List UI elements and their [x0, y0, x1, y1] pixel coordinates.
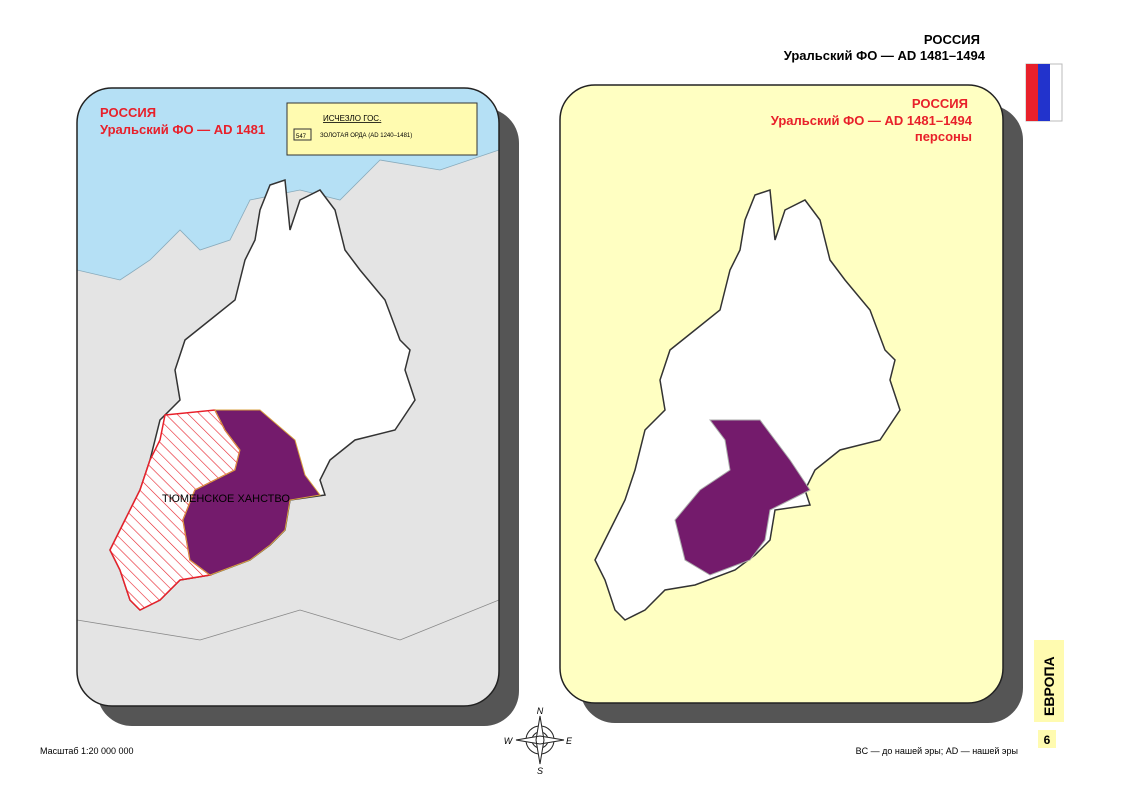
flag [1025, 63, 1063, 122]
region-outline [594, 188, 901, 621]
legend-item: ЗОЛОТАЯ ОРДА (AD 1240–1481) [320, 133, 412, 139]
compass [515, 715, 565, 765]
compass-n: N [537, 706, 544, 716]
right-subtitle: Уральский ФО — AD 1481–1494 [771, 113, 973, 128]
compass-e: E [566, 736, 573, 746]
left-map [77, 88, 499, 706]
header-title: РОССИЯ [924, 32, 980, 47]
right-title: РОССИЯ [912, 96, 968, 111]
side-tab-label: ЕВРОПА [1041, 656, 1057, 716]
legend-code: 547 [296, 134, 307, 140]
page-number: 6 [1044, 733, 1051, 747]
legend-title: ИСЧЕЗЛО ГОС. [323, 114, 381, 123]
left-title: РОССИЯ [100, 105, 156, 120]
right-note: персоны [915, 129, 972, 144]
footer-scale: Масштаб 1:20 000 000 [40, 746, 134, 756]
legend: ИСЧЕЗЛО ГОС. 547 ЗОЛОТАЯ ОРДА (AD 1240–1… [286, 102, 478, 156]
compass-w: W [504, 736, 514, 746]
side-tab [1034, 640, 1064, 722]
header-subtitle: Уральский ФО — AD 1481–1494 [784, 48, 986, 63]
compass-s: S [537, 766, 543, 776]
page-box [1038, 730, 1056, 748]
panel-border [76, 87, 500, 707]
left-subtitle: Уральский ФО — AD 1481 [100, 122, 265, 137]
region-label: ТЮМЕНСКОЕ ХАНСТВО [162, 493, 290, 505]
footer-note: BC — до нашей эры; AD — нашей эры [856, 746, 1018, 756]
region-fill [674, 419, 811, 576]
